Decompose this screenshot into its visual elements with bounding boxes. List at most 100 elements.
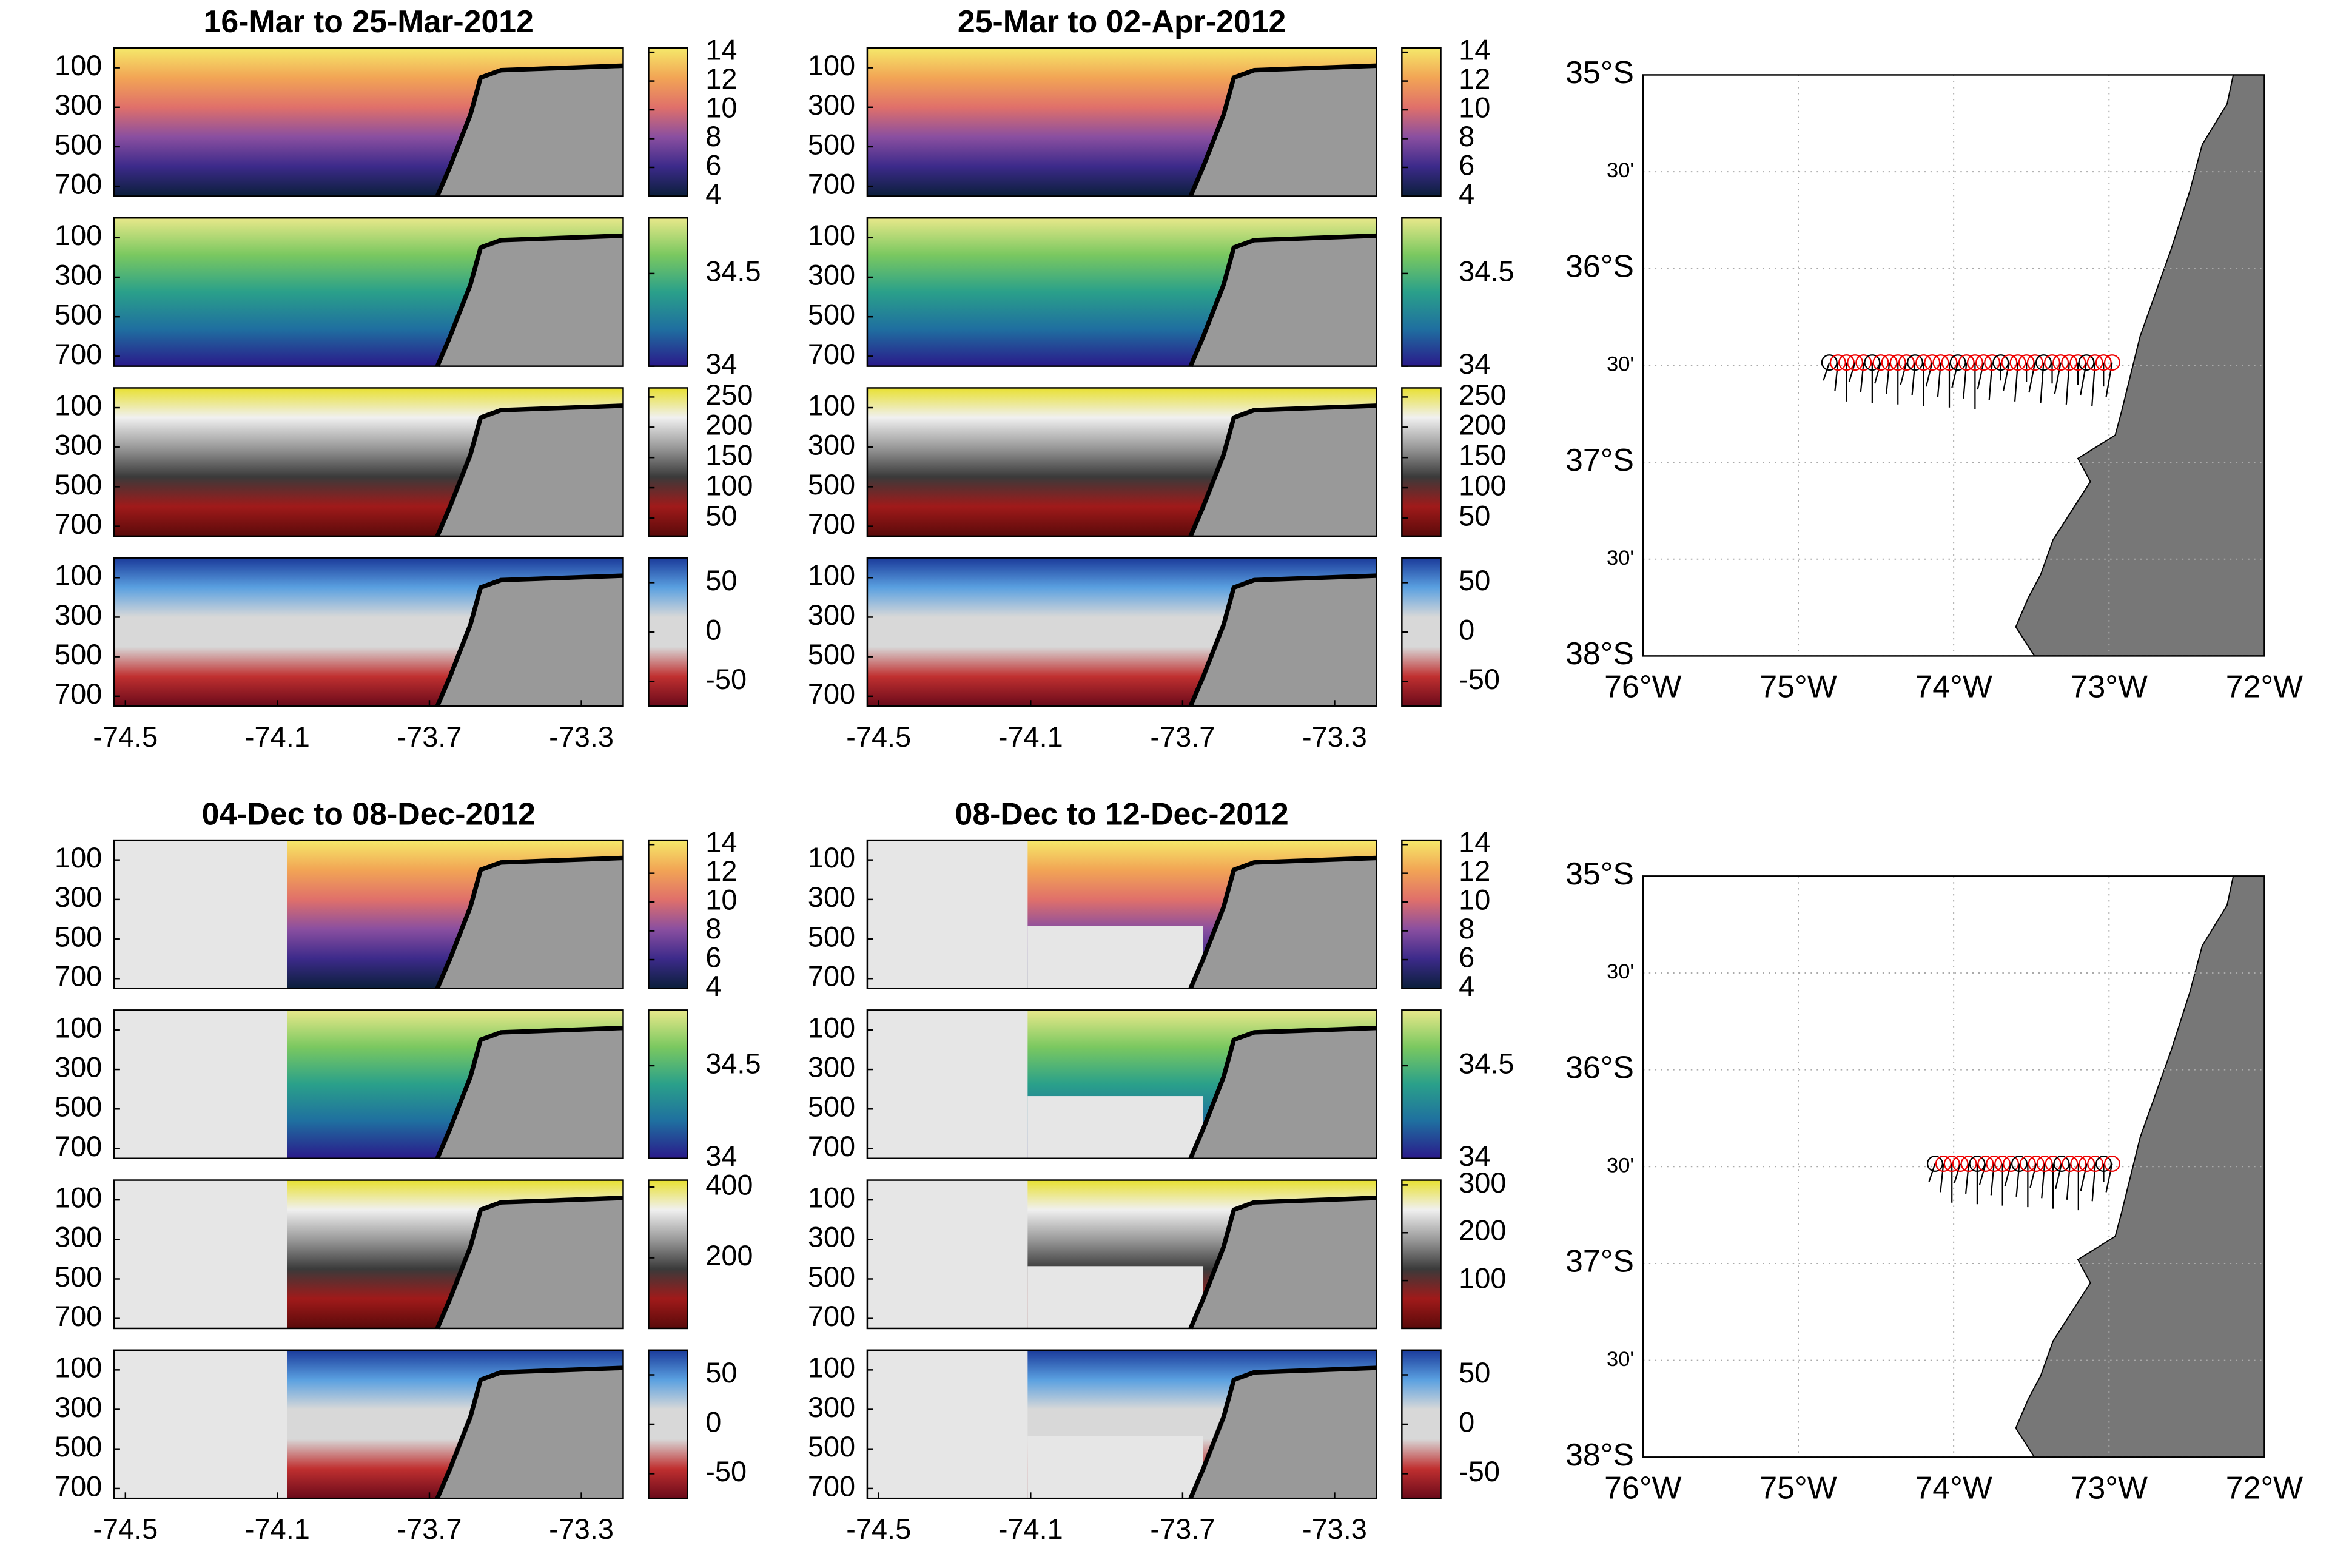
x-tick-label: 75°W bbox=[1759, 668, 1837, 704]
seafloor-line bbox=[1188, 855, 1377, 989]
y-tick-label: 300 bbox=[808, 429, 855, 461]
no-data-region bbox=[867, 1010, 1028, 1159]
x-tick-label: -73.3 bbox=[549, 1513, 614, 1545]
bathymetry bbox=[437, 858, 623, 989]
y-tick-label: 35°S bbox=[1565, 55, 1634, 90]
y-tick-label: 500 bbox=[808, 1091, 855, 1123]
station bbox=[1960, 1156, 1977, 1172]
colorbar bbox=[1401, 1349, 1442, 1499]
y-tick-label: 300 bbox=[808, 881, 855, 913]
bathymetry bbox=[437, 235, 623, 366]
colorbar-tick-label: -50 bbox=[705, 1456, 747, 1487]
y-tick-label: 36°S bbox=[1565, 1049, 1634, 1085]
current-arrow bbox=[2105, 362, 2113, 397]
y-tick-label: 700 bbox=[55, 508, 102, 540]
bathymetry bbox=[1190, 1197, 1377, 1328]
colorbar bbox=[1401, 47, 1442, 197]
x-tick-label: -73.3 bbox=[549, 721, 614, 753]
colorbar-tick-label: 6 bbox=[1459, 941, 1474, 973]
station bbox=[2019, 1156, 2036, 1172]
panel-frame bbox=[113, 217, 624, 367]
y-tick-label: 700 bbox=[55, 1470, 102, 1502]
colorbar-tick-label: -50 bbox=[705, 664, 747, 695]
station bbox=[2026, 354, 2043, 371]
station bbox=[2086, 354, 2103, 371]
seafloor-line bbox=[1188, 403, 1377, 537]
y-tick-label: 100 bbox=[55, 1182, 102, 1214]
x-tick-label: 74°W bbox=[1915, 1470, 1992, 1505]
station bbox=[2103, 354, 2120, 371]
colorbar-tick-label: 6 bbox=[705, 149, 721, 181]
colorbar bbox=[1401, 217, 1442, 367]
current-arrow bbox=[1874, 362, 1882, 384]
y-tick-label: 700 bbox=[808, 1470, 855, 1502]
y-tick-label: 700 bbox=[808, 338, 855, 370]
x-tick-label: 74°W bbox=[1915, 668, 1992, 704]
y-tick-label: 500 bbox=[808, 469, 855, 500]
current-arrow bbox=[2002, 362, 2010, 391]
panel-frame bbox=[113, 387, 624, 537]
panel-frame bbox=[866, 217, 1377, 367]
x-tick-label: -74.1 bbox=[998, 721, 1063, 753]
y-tick-label: 36°S bbox=[1565, 248, 1634, 283]
colorbar-tick-label: 12 bbox=[705, 63, 737, 95]
y-tick-label: 500 bbox=[55, 1091, 102, 1123]
y-tick-label: 500 bbox=[55, 299, 102, 331]
y-tick-label: 100 bbox=[808, 220, 855, 251]
current-arrow bbox=[2028, 362, 2036, 393]
y-tick-label: 300 bbox=[808, 1391, 855, 1423]
station bbox=[1949, 354, 1966, 371]
colorbar bbox=[648, 387, 688, 537]
y-tick-label: 700 bbox=[808, 1300, 855, 1332]
station bbox=[2062, 1156, 2079, 1172]
current-arrow bbox=[2055, 1163, 2063, 1189]
station bbox=[1915, 354, 1932, 371]
station bbox=[2035, 354, 2052, 371]
x-tick-label: 75°W bbox=[1759, 1470, 1837, 1505]
y-tick-label: 100 bbox=[808, 50, 855, 81]
y-tick-label: 700 bbox=[808, 961, 855, 992]
colorbar-tick-label: 0 bbox=[705, 614, 721, 645]
y-tick-label: 100 bbox=[808, 560, 855, 591]
no-data-region bbox=[114, 1180, 287, 1328]
station bbox=[1898, 354, 1915, 371]
no-data-region bbox=[114, 1010, 287, 1159]
colorbar-tick-label: 10 bbox=[1459, 884, 1490, 916]
station bbox=[1907, 354, 1923, 371]
current-arrow bbox=[1978, 1163, 1986, 1185]
colorbar-tick-label: 34.5 bbox=[705, 1048, 761, 1079]
y-tick-label: 300 bbox=[55, 599, 102, 631]
colorbar-tick-label: 34 bbox=[1459, 1140, 1490, 1172]
current-arrow bbox=[2015, 1163, 2020, 1197]
current-arrow bbox=[1940, 1163, 1944, 1193]
colorbar-tick-label: 200 bbox=[1459, 409, 1506, 441]
colorbar bbox=[1401, 557, 1442, 707]
colorbar bbox=[1401, 1009, 1442, 1159]
bathymetry bbox=[437, 405, 623, 536]
station bbox=[2070, 1156, 2087, 1172]
colorbar-tick-label: 4 bbox=[705, 178, 721, 210]
panel-frame bbox=[866, 47, 1377, 197]
x-tick-label: 73°W bbox=[2071, 1470, 2148, 1505]
panel-frame bbox=[113, 839, 624, 989]
seafloor-line bbox=[1188, 1196, 1377, 1330]
y-tick-label: 300 bbox=[55, 259, 102, 291]
bathymetry bbox=[1190, 405, 1377, 536]
panel-frame bbox=[866, 1349, 1377, 1499]
colorbar bbox=[648, 47, 688, 197]
current-arrow bbox=[1925, 362, 1933, 387]
y-tick-label: 100 bbox=[808, 1352, 855, 1384]
y-tick-label: 100 bbox=[55, 560, 102, 591]
y-tick-label: 30' bbox=[1607, 547, 1634, 570]
x-tick-label: -73.7 bbox=[1150, 721, 1215, 753]
bathymetry bbox=[1190, 576, 1377, 707]
colorbar-tick-label: 4 bbox=[705, 971, 721, 1002]
station bbox=[1872, 354, 1889, 371]
y-tick-label: 38°S bbox=[1565, 1437, 1634, 1472]
station bbox=[1994, 1156, 2011, 1172]
y-tick-label: 500 bbox=[55, 469, 102, 500]
y-tick-label: 700 bbox=[55, 678, 102, 710]
y-tick-label: 300 bbox=[808, 599, 855, 631]
station bbox=[2001, 354, 2018, 371]
y-tick-label: 100 bbox=[55, 842, 102, 873]
